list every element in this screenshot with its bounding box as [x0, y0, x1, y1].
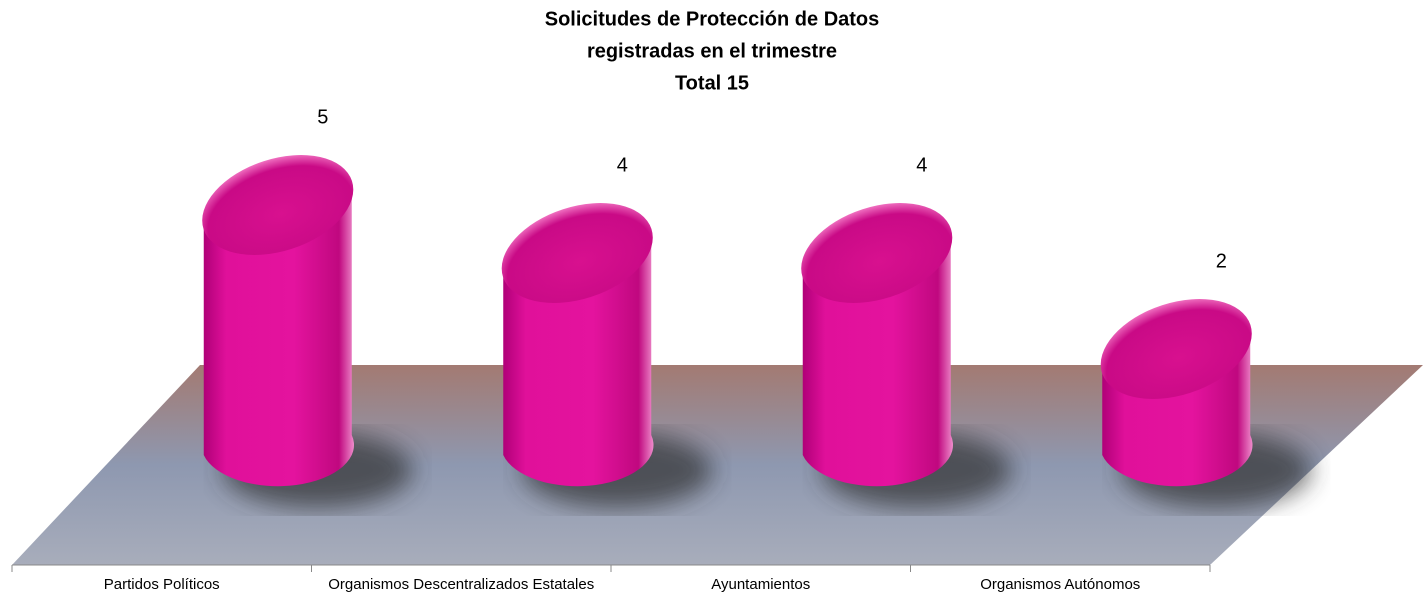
x-tick-label: Organismos Autónomos [980, 576, 1140, 593]
value-label: 2 [1216, 250, 1227, 272]
x-tick-label: Organismos Descentralizados Estatales [328, 576, 594, 593]
bar [203, 195, 355, 487]
bar-top [801, 203, 953, 303]
value-label: 4 [916, 154, 927, 176]
floor [12, 365, 1423, 565]
value-label: 4 [617, 154, 628, 176]
bar [503, 243, 654, 487]
chart-title: Total 15 [675, 72, 749, 94]
bar-top [202, 155, 354, 255]
x-tick-label: Partidos Políticos [104, 576, 220, 593]
bar [802, 243, 954, 487]
chart-title: Solicitudes de Protección de Datos [545, 8, 880, 30]
x-tick-label: Ayuntamientos [711, 576, 810, 593]
bar-top [1100, 299, 1252, 399]
bar-top [501, 203, 653, 303]
value-label: 5 [317, 106, 328, 128]
chart-title: registradas en el trimestre [587, 40, 837, 62]
